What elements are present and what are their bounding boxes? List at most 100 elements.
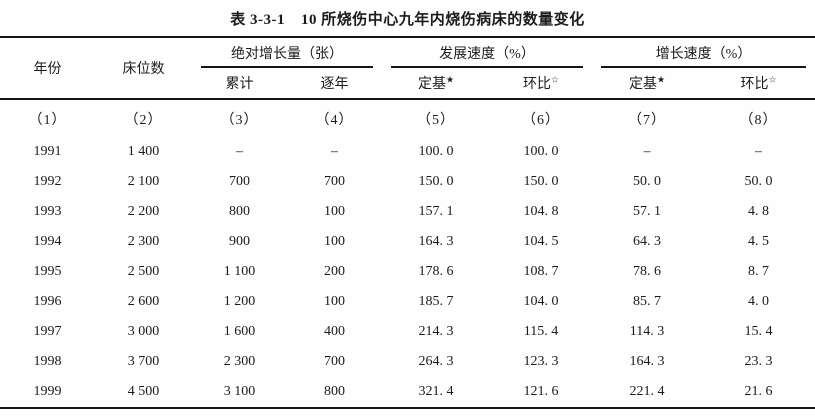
cell: 164. 3 (418, 234, 454, 249)
table-row: 1998 3 700 2 300 700 264. 3 123. 3 164. 3 23. 3 (0, 347, 815, 377)
cell: 1994 (33, 234, 62, 249)
cell: 2 500 (127, 264, 160, 279)
cell: 1996 (33, 294, 62, 309)
group-label: 发展速度（%） (439, 47, 535, 62)
table-header: 年份 床位数 绝对增长量（张） 发展速度（%） 增长速度（%） 累计 逐年 (0, 37, 815, 100)
cell: 4 500 (127, 384, 160, 399)
cell: 150. 0 (523, 174, 559, 189)
cell: 2 600 (127, 294, 160, 309)
cell: 800 (324, 384, 345, 399)
cell: 104. 5 (523, 234, 559, 249)
cell: 321. 4 (418, 384, 454, 399)
cell: 100. 0 (523, 144, 559, 159)
cell: 64. 3 (633, 234, 662, 249)
group-underline (391, 66, 584, 68)
cell: 2 100 (127, 174, 160, 189)
cell: （1） (28, 112, 67, 128)
cell: 178. 6 (418, 264, 454, 279)
cell: 700 (324, 354, 345, 369)
table-title-text: 10 所烧伤中心九年内烧伤病床的数量变化 (300, 11, 585, 28)
burn-beds-table: 年份 床位数 绝对增长量（张） 发展速度（%） 增长速度（%） 累计 逐年 (0, 36, 815, 409)
cell: 23. 3 (744, 354, 773, 369)
cell: 200 (324, 264, 345, 279)
subheader-chain-growth: 环比☆ (702, 68, 815, 100)
cell: – (236, 144, 243, 159)
cell: 114. 3 (629, 324, 665, 339)
cell: 4. 0 (748, 294, 770, 309)
header-group-absolute-growth: 绝对增长量（张） (192, 37, 382, 68)
column-number-row: （1） （2） （3） （4） （5） （6） （7） （8） (0, 99, 815, 137)
cell: 800 (229, 204, 250, 219)
cell: （5） (417, 112, 455, 128)
table-row: 1995 2 500 1 100 200 178. 6 108. 7 78. 6 8. 7 (0, 257, 815, 287)
cell: 15. 4 (744, 324, 773, 339)
cell: （3） (220, 112, 259, 128)
table-row: 1999 4 500 3 100 800 321. 4 121. 6 221. 4 21. 6 (0, 377, 815, 408)
table-row: 1992 2 100 700 700 150. 0 150. 0 50. 0 50. 0 (0, 167, 815, 197)
cell: 264. 3 (418, 354, 454, 369)
group-underline (201, 66, 373, 68)
cell: 1997 (33, 324, 62, 339)
cell: 100. 0 (418, 144, 454, 159)
table-row: 1991 1 400 – – 100. 0 100. 0 – – (0, 137, 815, 167)
open-star-icon: ☆ (768, 74, 777, 85)
header-group-growth-speed: 增长速度（%） (592, 37, 815, 68)
cell: 3 000 (127, 324, 160, 339)
cell: 700 (324, 174, 345, 189)
cell: 123. 3 (523, 354, 559, 369)
cell: 121. 6 (523, 384, 559, 399)
page-title: 表 3-3-1 10 所烧伤中心九年内烧伤病床的数量变化 (0, 0, 815, 36)
header-group-development-speed: 发展速度（%） (382, 37, 592, 68)
open-star-icon: ☆ (550, 74, 560, 85)
cell: 108. 7 (523, 264, 559, 279)
cell: – (331, 144, 338, 159)
header-group-row: 年份 床位数 绝对增长量（张） 发展速度（%） 增长速度（%） (0, 37, 815, 100)
subheader-chain-dev: 环比☆ (490, 68, 593, 100)
cell: 164. 3 (629, 354, 665, 369)
cell: 700 (229, 174, 250, 189)
filled-star-icon: ★ (445, 74, 455, 85)
cell: 185. 7 (418, 294, 454, 309)
table-row: 1994 2 300 900 100 164. 3 104. 5 64. 3 4. 5 (0, 227, 815, 257)
subheader-fixed-base-dev: 定基★ (382, 68, 490, 100)
cell: 2 300 (127, 234, 160, 249)
cell: 1992 (33, 174, 62, 189)
group-label: 增长速度（%） (655, 47, 752, 62)
table-body: （1） （2） （3） （4） （5） （6） （7） （8） 1991 1 400 – – 100. … (0, 99, 815, 408)
subheader-cumulative: 累计 (192, 68, 287, 100)
cell: （8） (739, 112, 778, 128)
cell: （2） (124, 112, 163, 128)
cell: （6） (522, 112, 560, 128)
subheader-fixed-base-growth: 定基★ (592, 68, 703, 100)
subheader-yearly: 逐年 (287, 68, 382, 100)
cell: 1 100 (223, 264, 256, 279)
header-sub-row: 累计 逐年 定基★ 环比☆ 定基★ 环比☆ (0, 68, 815, 100)
cell: 4. 5 (748, 234, 770, 249)
group-underline (601, 66, 807, 68)
cell: 400 (324, 324, 345, 339)
cell: – (643, 144, 651, 159)
cell: （4） (315, 112, 354, 128)
cell: 214. 3 (418, 324, 454, 339)
cell: 100 (324, 294, 345, 309)
table-row: 1996 2 600 1 200 100 185. 7 104. 0 85. 7 4. 0 (0, 287, 815, 317)
cell: 104. 0 (523, 294, 559, 309)
cell: 1998 (33, 354, 62, 369)
cell: 2 300 (223, 354, 256, 369)
cell: 1999 (33, 384, 62, 399)
cell: 104. 8 (523, 204, 559, 219)
table-row: 1997 3 000 1 600 400 214. 3 115. 4 114. 3 15. 4 (0, 317, 815, 347)
cell: – (755, 144, 763, 159)
cell: 1 200 (223, 294, 256, 309)
cell: 8. 7 (748, 264, 770, 279)
cell: 100 (324, 204, 345, 219)
cell: 85. 7 (633, 294, 662, 309)
cell: 3 100 (223, 384, 256, 399)
group-label: 绝对增长量（张） (231, 47, 343, 62)
cell: 57. 1 (633, 204, 662, 219)
table-number-label: 表 3-3-1 (230, 11, 285, 28)
cell: 21. 6 (744, 384, 773, 399)
cell: 4. 8 (748, 204, 770, 219)
cell: 221. 4 (629, 384, 665, 399)
